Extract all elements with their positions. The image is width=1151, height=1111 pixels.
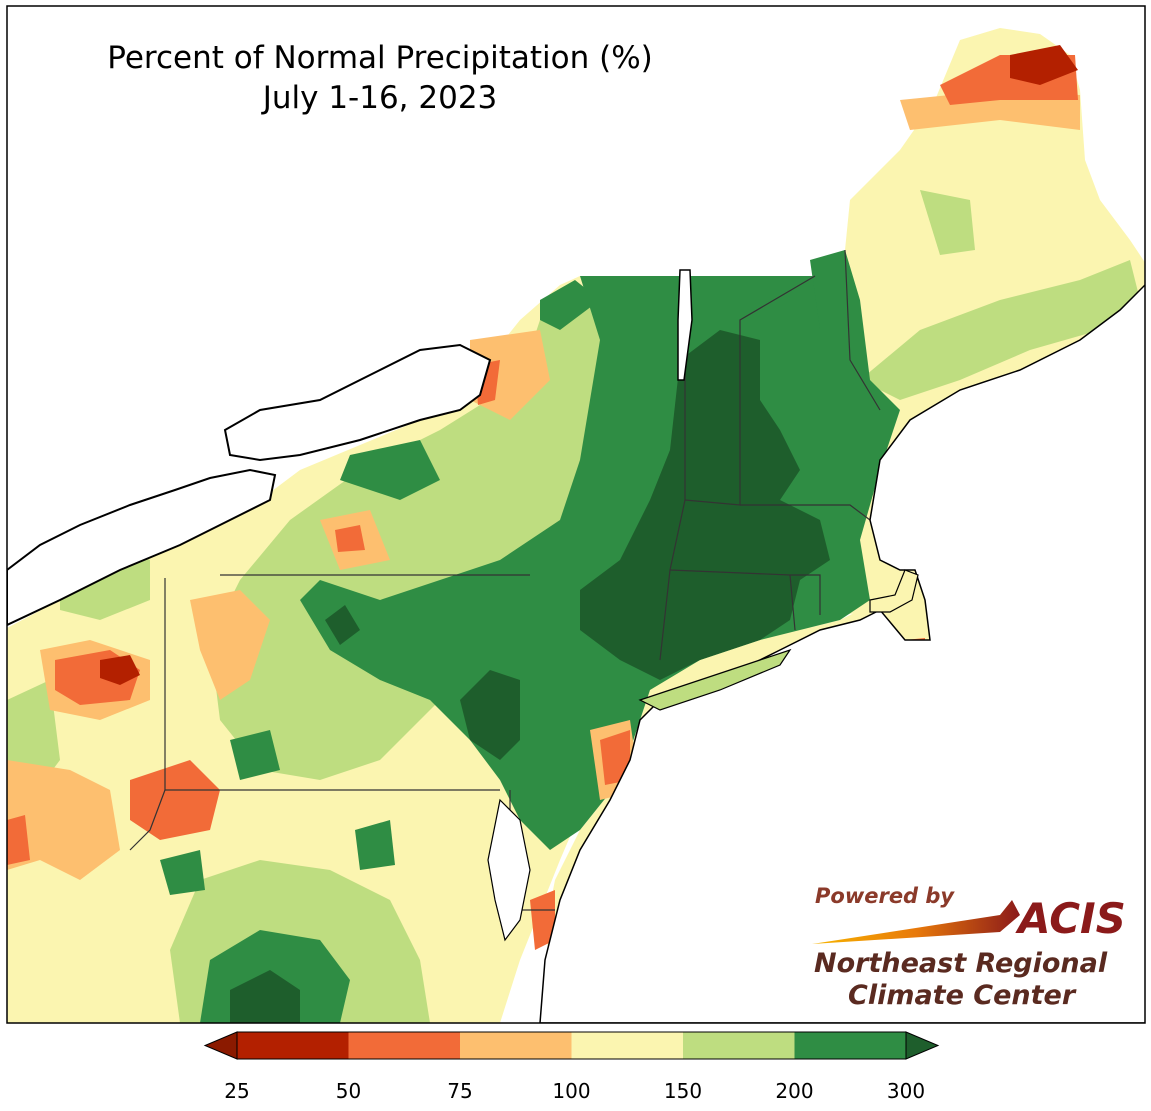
colorbar-tick-label: 200 <box>775 1079 813 1103</box>
colorbar-bin <box>683 1032 795 1059</box>
map-border <box>6 5 1146 1024</box>
cape-cod <box>869 569 919 613</box>
colorbar-bin <box>794 1032 906 1059</box>
orange-zone <box>190 590 270 700</box>
dark-green-zone <box>580 330 830 680</box>
red-zone <box>7 815 30 865</box>
lake-ontario <box>223 343 492 462</box>
lake-champlain <box>677 269 693 381</box>
colorbar-tick-label: 25 <box>224 1079 249 1103</box>
map-title: Percent of Normal Precipitation (%) <box>107 40 653 76</box>
colorbar-tick-label: 100 <box>552 1079 590 1103</box>
red-zone <box>130 760 220 840</box>
lake-erie <box>7 468 277 627</box>
colorbar-tick-label: 75 <box>447 1079 472 1103</box>
logo-powered-by: Powered by <box>815 884 955 908</box>
colorbar-tick-label: 300 <box>887 1079 925 1103</box>
dark-green-zone <box>460 670 520 760</box>
green-zone <box>355 820 395 870</box>
colorbar-tick-label: 150 <box>664 1079 702 1103</box>
colorbar-bin <box>571 1032 683 1059</box>
green-zone <box>810 250 850 330</box>
acis-logo: Powered by ACIS Northeast Regional Clima… <box>812 884 1126 1011</box>
logo-acis: ACIS <box>1015 894 1126 943</box>
red-zone <box>530 890 555 950</box>
deep-red-zone <box>1010 45 1078 85</box>
light-green-zone <box>920 190 975 255</box>
logo-org-line1: Northeast Regional <box>814 948 1108 979</box>
green-zone <box>230 730 280 780</box>
green-zone <box>340 440 440 500</box>
colorbar-legend: 25 50 75 100 150 200 300 <box>203 1031 940 1103</box>
long-island <box>638 648 792 711</box>
light-green-zone <box>860 260 1140 400</box>
colorbar-bin <box>348 1032 460 1059</box>
logo-org-line2: Climate Center <box>848 980 1077 1011</box>
red-zone <box>600 730 630 785</box>
orange-zone <box>7 760 120 880</box>
colorbar-under-arrow <box>203 1031 238 1060</box>
dark-green-zone <box>230 970 300 1023</box>
colorbar-border <box>236 1031 907 1060</box>
map-subtitle: July 1-16, 2023 <box>261 80 498 116</box>
green-zone <box>160 850 205 895</box>
colorbar-bin <box>460 1032 572 1059</box>
red-zone <box>335 525 365 552</box>
deep-red-zone <box>100 655 140 685</box>
light-green-zone <box>210 300 640 780</box>
logo-swoosh <box>812 900 1020 944</box>
colorbar-tick-label: 50 <box>336 1079 361 1103</box>
dark-green-zone <box>325 605 360 645</box>
colorbar-bin <box>237 1032 349 1059</box>
colorbar-over-arrow <box>905 1031 940 1060</box>
chesapeake-bay <box>487 798 531 942</box>
green-zone <box>540 280 600 330</box>
